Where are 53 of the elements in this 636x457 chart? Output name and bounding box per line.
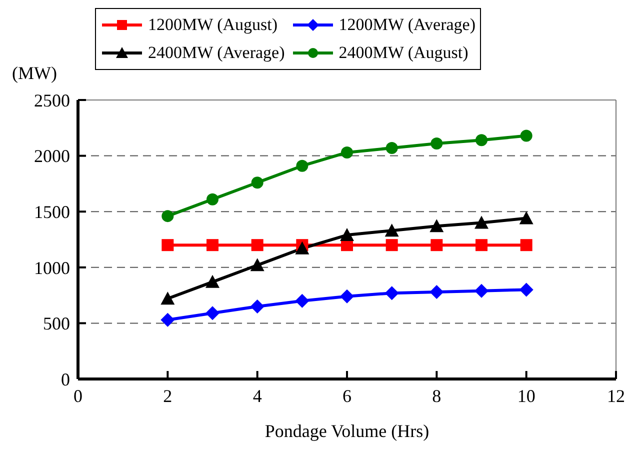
point <box>386 142 398 154</box>
legend-label: 1200MW (August) <box>148 14 278 36</box>
y-tick-label: 500 <box>43 314 70 334</box>
point <box>160 292 175 305</box>
point <box>206 274 220 288</box>
point <box>251 176 264 189</box>
y-tick-label: 0 <box>61 369 70 390</box>
point <box>340 228 354 242</box>
y-tick-label: 2500 <box>34 90 70 110</box>
y-tick-label: 1000 <box>34 258 70 278</box>
point <box>519 282 534 297</box>
legend-label: 2400MW (Average) <box>148 42 285 64</box>
x-axis-title: Pondage Volume (Hrs) <box>264 421 430 441</box>
x-tick-label: 0 <box>74 386 82 406</box>
point <box>430 239 443 252</box>
point <box>474 216 488 229</box>
point <box>296 160 308 172</box>
point <box>251 239 264 252</box>
point <box>295 241 310 254</box>
point <box>295 294 310 308</box>
x-tick-label: 4 <box>252 386 262 406</box>
y-tick-label: 1500 <box>34 202 70 222</box>
point <box>386 239 398 252</box>
x-tick-label: 12 <box>607 386 625 406</box>
x-tick-label: 8 <box>432 386 442 406</box>
point <box>250 258 264 272</box>
point <box>162 239 174 252</box>
legend-label: 1200MW (Average) <box>338 14 476 36</box>
point <box>340 289 354 304</box>
point <box>430 219 444 232</box>
point <box>160 312 175 327</box>
point <box>520 130 532 142</box>
point <box>206 239 218 252</box>
legend-label: 2400MW (August) <box>338 42 468 64</box>
point <box>519 211 534 224</box>
y-tick-label: 2000 <box>34 146 70 166</box>
point <box>474 284 488 298</box>
point <box>476 134 488 146</box>
point <box>430 138 443 150</box>
y-axis-title: (MW) <box>12 63 57 84</box>
x-tick-label: 6 <box>342 386 352 406</box>
point <box>384 224 399 237</box>
point <box>476 239 488 252</box>
point <box>341 146 353 158</box>
x-tick-label: 10 <box>517 386 536 406</box>
point <box>250 299 264 314</box>
point <box>430 284 444 299</box>
point <box>520 239 532 252</box>
point <box>206 306 220 320</box>
x-tick-label: 2 <box>163 386 172 406</box>
point <box>206 193 218 206</box>
point <box>162 210 174 222</box>
point <box>384 286 399 300</box>
